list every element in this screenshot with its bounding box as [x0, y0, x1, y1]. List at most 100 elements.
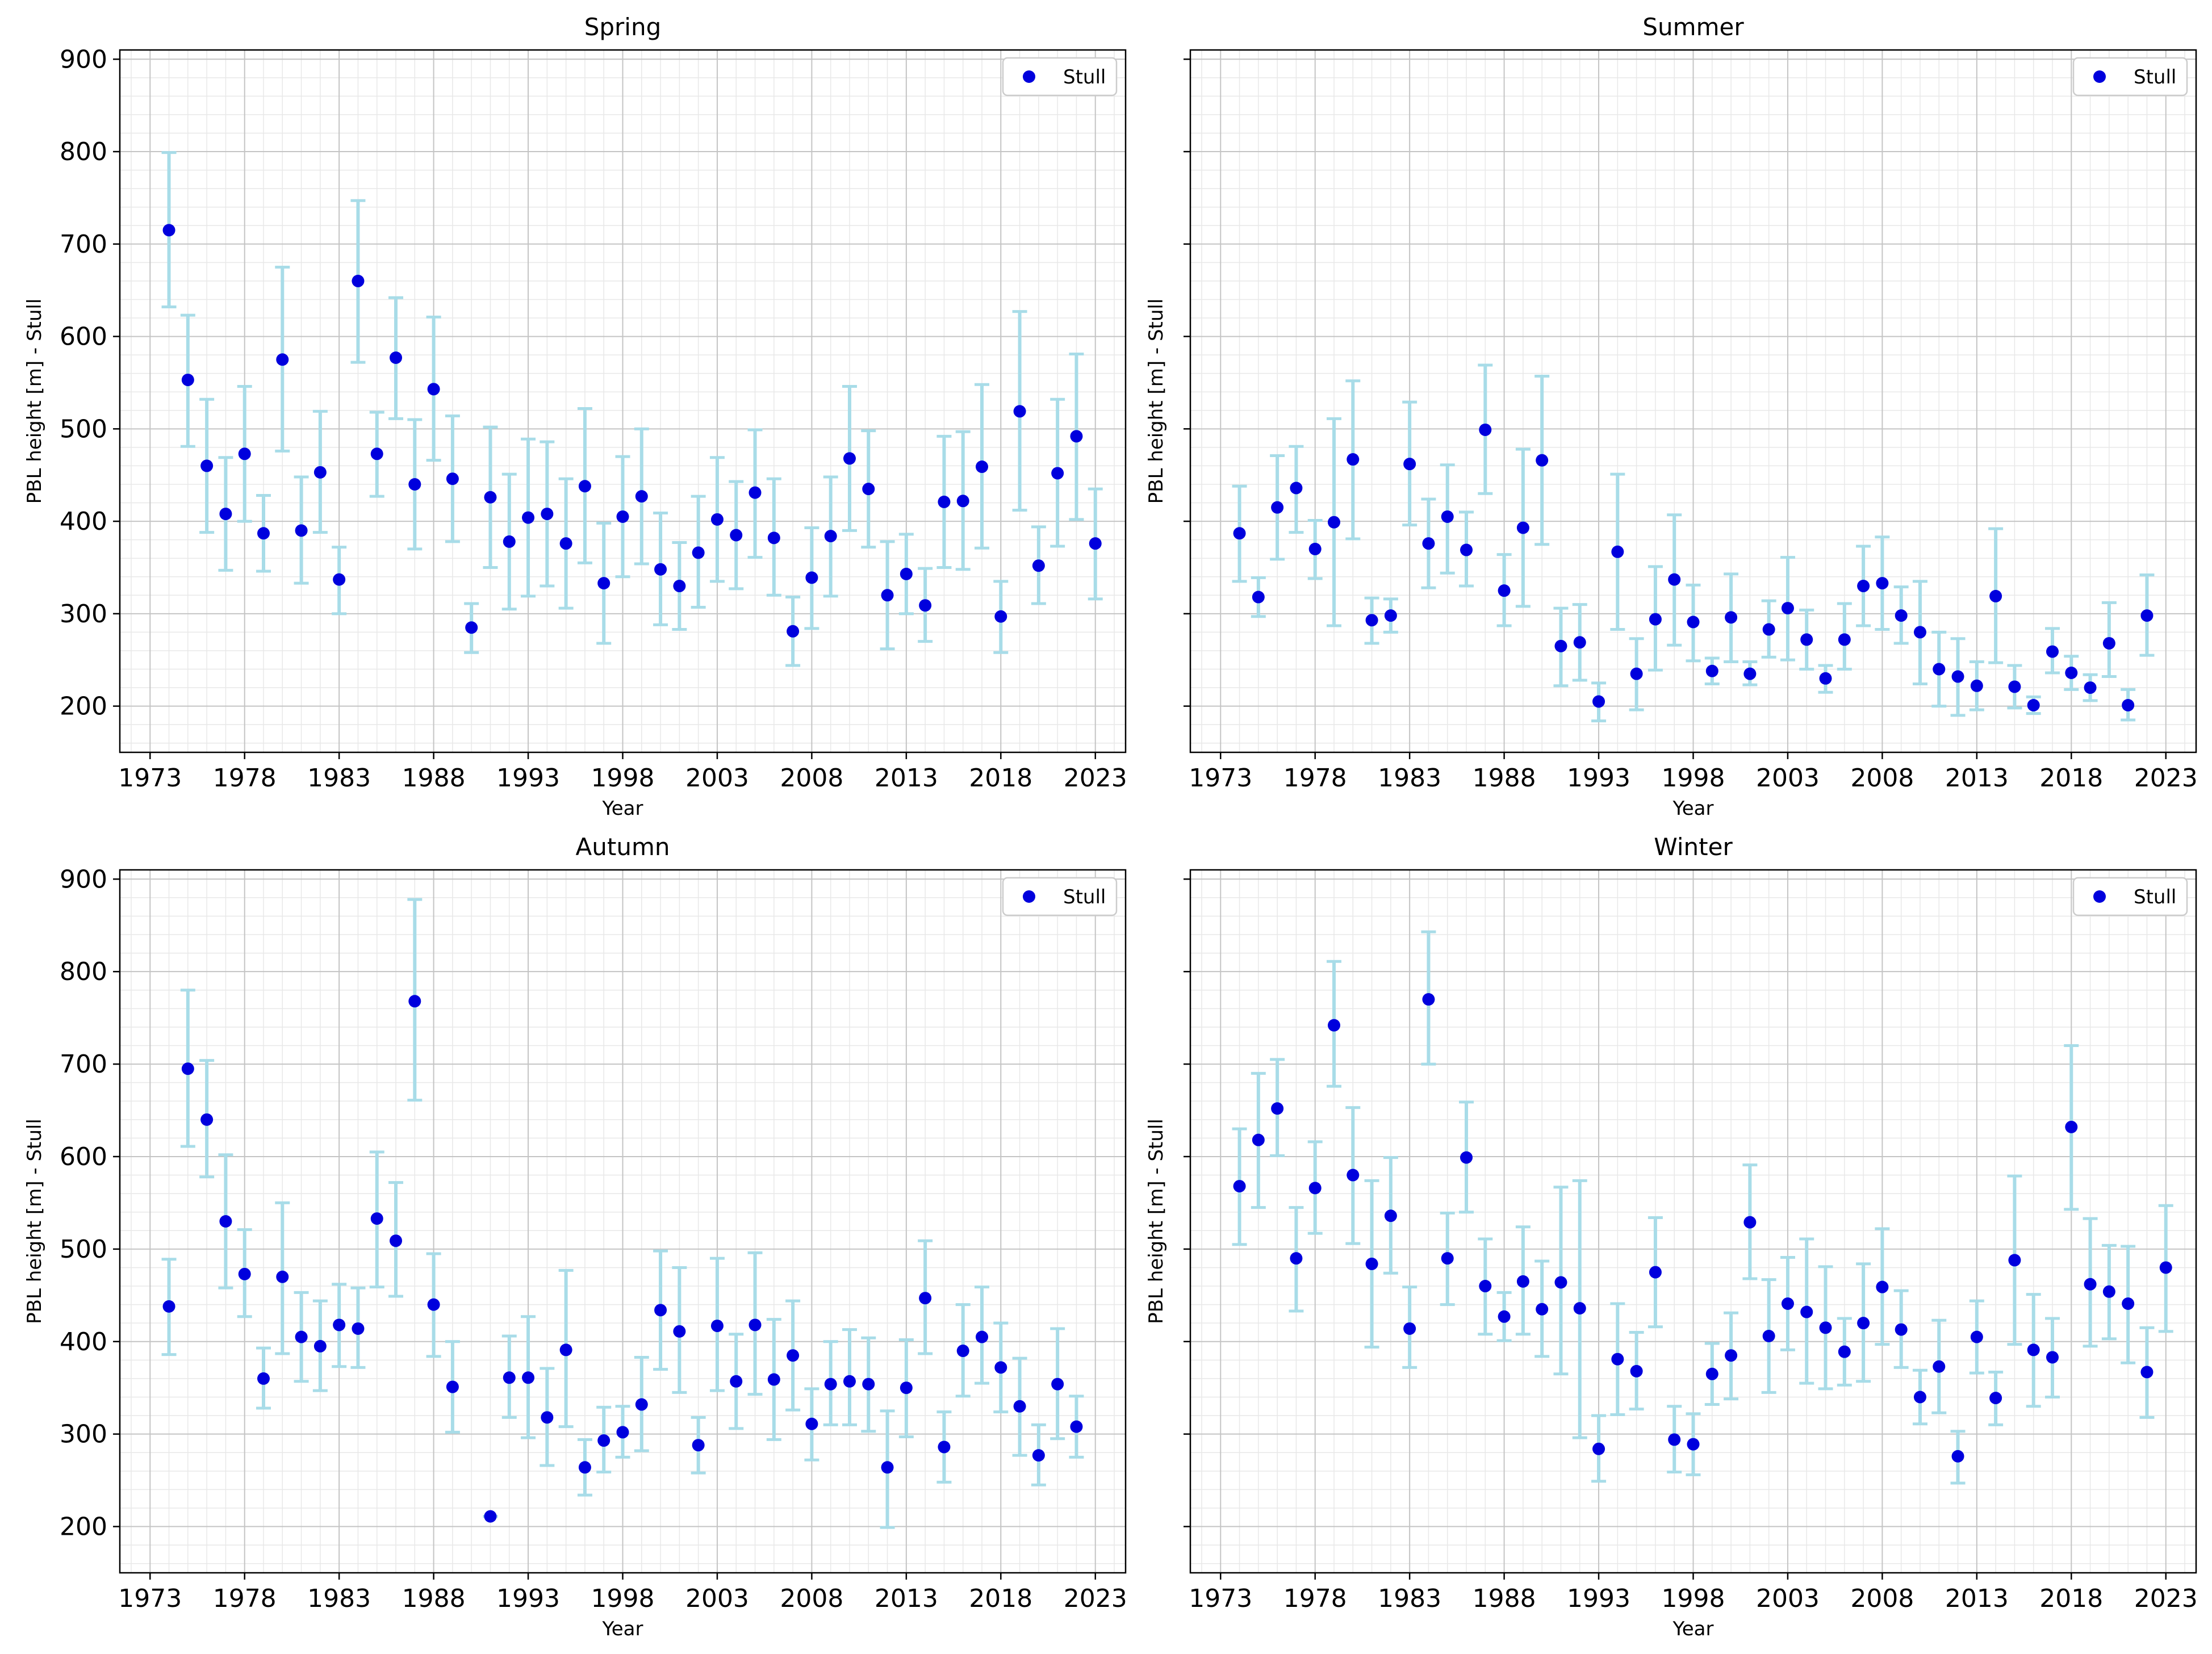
x-tick-label: 1978 — [1283, 764, 1347, 793]
x-tick-label: 2023 — [1064, 1584, 1127, 1613]
data-point — [673, 580, 686, 593]
y-tick-label: 400 — [60, 507, 107, 536]
legend-marker — [1023, 70, 1035, 83]
data-point — [1441, 510, 1454, 523]
data-point — [1781, 1297, 1794, 1310]
data-point — [1649, 1266, 1662, 1279]
x-tick-label: 2013 — [875, 764, 938, 793]
data-point — [1743, 667, 1757, 680]
data-point — [1838, 633, 1851, 646]
data-point — [710, 513, 724, 526]
legend: Stull — [1002, 877, 1118, 916]
y-tick-label: 700 — [60, 1050, 107, 1079]
data-point — [503, 1371, 516, 1384]
data-point — [1649, 613, 1662, 626]
data-point — [1516, 1275, 1529, 1288]
data-point — [1573, 636, 1586, 649]
x-tick-label: 1993 — [496, 1584, 560, 1613]
y-tick-label: 900 — [60, 45, 107, 74]
x-tick-label: 2008 — [1850, 1584, 1914, 1613]
data-point — [427, 383, 440, 396]
series-stull — [161, 151, 1103, 667]
data-point — [1876, 577, 1889, 590]
data-point — [333, 1318, 346, 1331]
x-axis-label: Year — [602, 797, 643, 820]
data-point — [257, 1372, 270, 1385]
x-tick-label: 2013 — [875, 1584, 938, 1613]
x-tick-label: 1983 — [307, 1584, 371, 1613]
legend-marker — [1023, 890, 1035, 903]
legend-label: Stull — [1063, 886, 1106, 908]
data-point — [541, 508, 554, 521]
data-point — [1705, 664, 1718, 677]
legend-box — [1002, 57, 1118, 97]
legend-label: Stull — [2134, 886, 2176, 908]
x-tick-label: 1988 — [1473, 764, 1536, 793]
data-point — [673, 1325, 686, 1338]
legend-label: Stull — [2134, 66, 2176, 89]
data-point — [559, 1343, 572, 1356]
y-axis-label: PBL height [m] - Stull — [23, 299, 46, 504]
y-axis-label: PBL height [m] - Stull — [23, 1119, 46, 1324]
data-point — [1498, 584, 1511, 597]
data-point — [1668, 573, 1681, 586]
y-tick-label: 600 — [60, 1142, 107, 1171]
data-point — [1252, 591, 1265, 604]
y-tick-label: 200 — [60, 692, 107, 721]
data-point — [408, 995, 421, 1008]
data-point — [2122, 1297, 2135, 1310]
data-point — [200, 459, 214, 472]
x-tick-label: 1998 — [591, 764, 655, 793]
data-point — [181, 1062, 194, 1075]
data-point — [1687, 1438, 1700, 1451]
data-point — [1611, 545, 1624, 558]
data-point — [352, 274, 365, 287]
grid — [1190, 50, 2196, 752]
chart-panel-summer: 1973 1978 1983 1988 1993 1998 2003 2008 2013 2018… — [1145, 13, 2198, 820]
chart-panel-autumn: 1973 1978 1983 1988 1993 1998 2003 2008 2013 2018… — [23, 833, 1127, 1640]
x-tick-label: 1998 — [1662, 764, 1725, 793]
data-point — [1951, 1450, 1964, 1463]
legend-marker — [2093, 70, 2106, 83]
data-point — [276, 1270, 289, 1283]
data-point — [1479, 1280, 1492, 1293]
data-point — [2140, 609, 2154, 622]
data-point — [616, 1426, 629, 1439]
data-point — [408, 478, 421, 491]
data-point — [843, 1375, 856, 1388]
data-point — [2027, 698, 2040, 711]
data-point — [1422, 537, 1435, 550]
y-tick-label: 300 — [60, 1420, 107, 1449]
data-point — [1460, 1151, 1473, 1164]
x-tick-label: 2003 — [1756, 764, 1820, 793]
data-point — [919, 599, 932, 612]
data-point — [484, 1510, 497, 1523]
y-tick-label: 600 — [60, 323, 107, 351]
data-point — [1441, 1252, 1454, 1265]
y-tick-label: 300 — [60, 600, 107, 629]
y-tick-label: 800 — [60, 137, 107, 166]
x-tick-label: 2013 — [1945, 1584, 2009, 1613]
x-axis-label: Year — [1672, 797, 1714, 820]
data-point — [1762, 623, 1775, 636]
data-point — [257, 527, 270, 540]
y-tick-label: 400 — [60, 1328, 107, 1356]
data-point — [1743, 1216, 1757, 1229]
x-tick-label: 2023 — [2134, 764, 2198, 793]
x-tick-label: 1998 — [1662, 1584, 1725, 1613]
legend: Stull — [1002, 57, 1118, 97]
data-point — [446, 1380, 459, 1393]
data-point — [2084, 681, 2097, 694]
data-point — [465, 621, 478, 634]
data-point — [1308, 1182, 1322, 1195]
x-tick-label: 2018 — [2039, 764, 2103, 793]
chart-title: Winter — [1654, 833, 1733, 861]
x-tick-label: 1978 — [213, 764, 277, 793]
data-point — [2122, 698, 2135, 711]
chart-title: Spring — [584, 13, 662, 41]
x-tick-label: 1988 — [402, 1584, 466, 1613]
legend: Stull — [2072, 57, 2188, 97]
data-point — [1611, 1352, 1624, 1366]
data-point — [541, 1411, 554, 1424]
